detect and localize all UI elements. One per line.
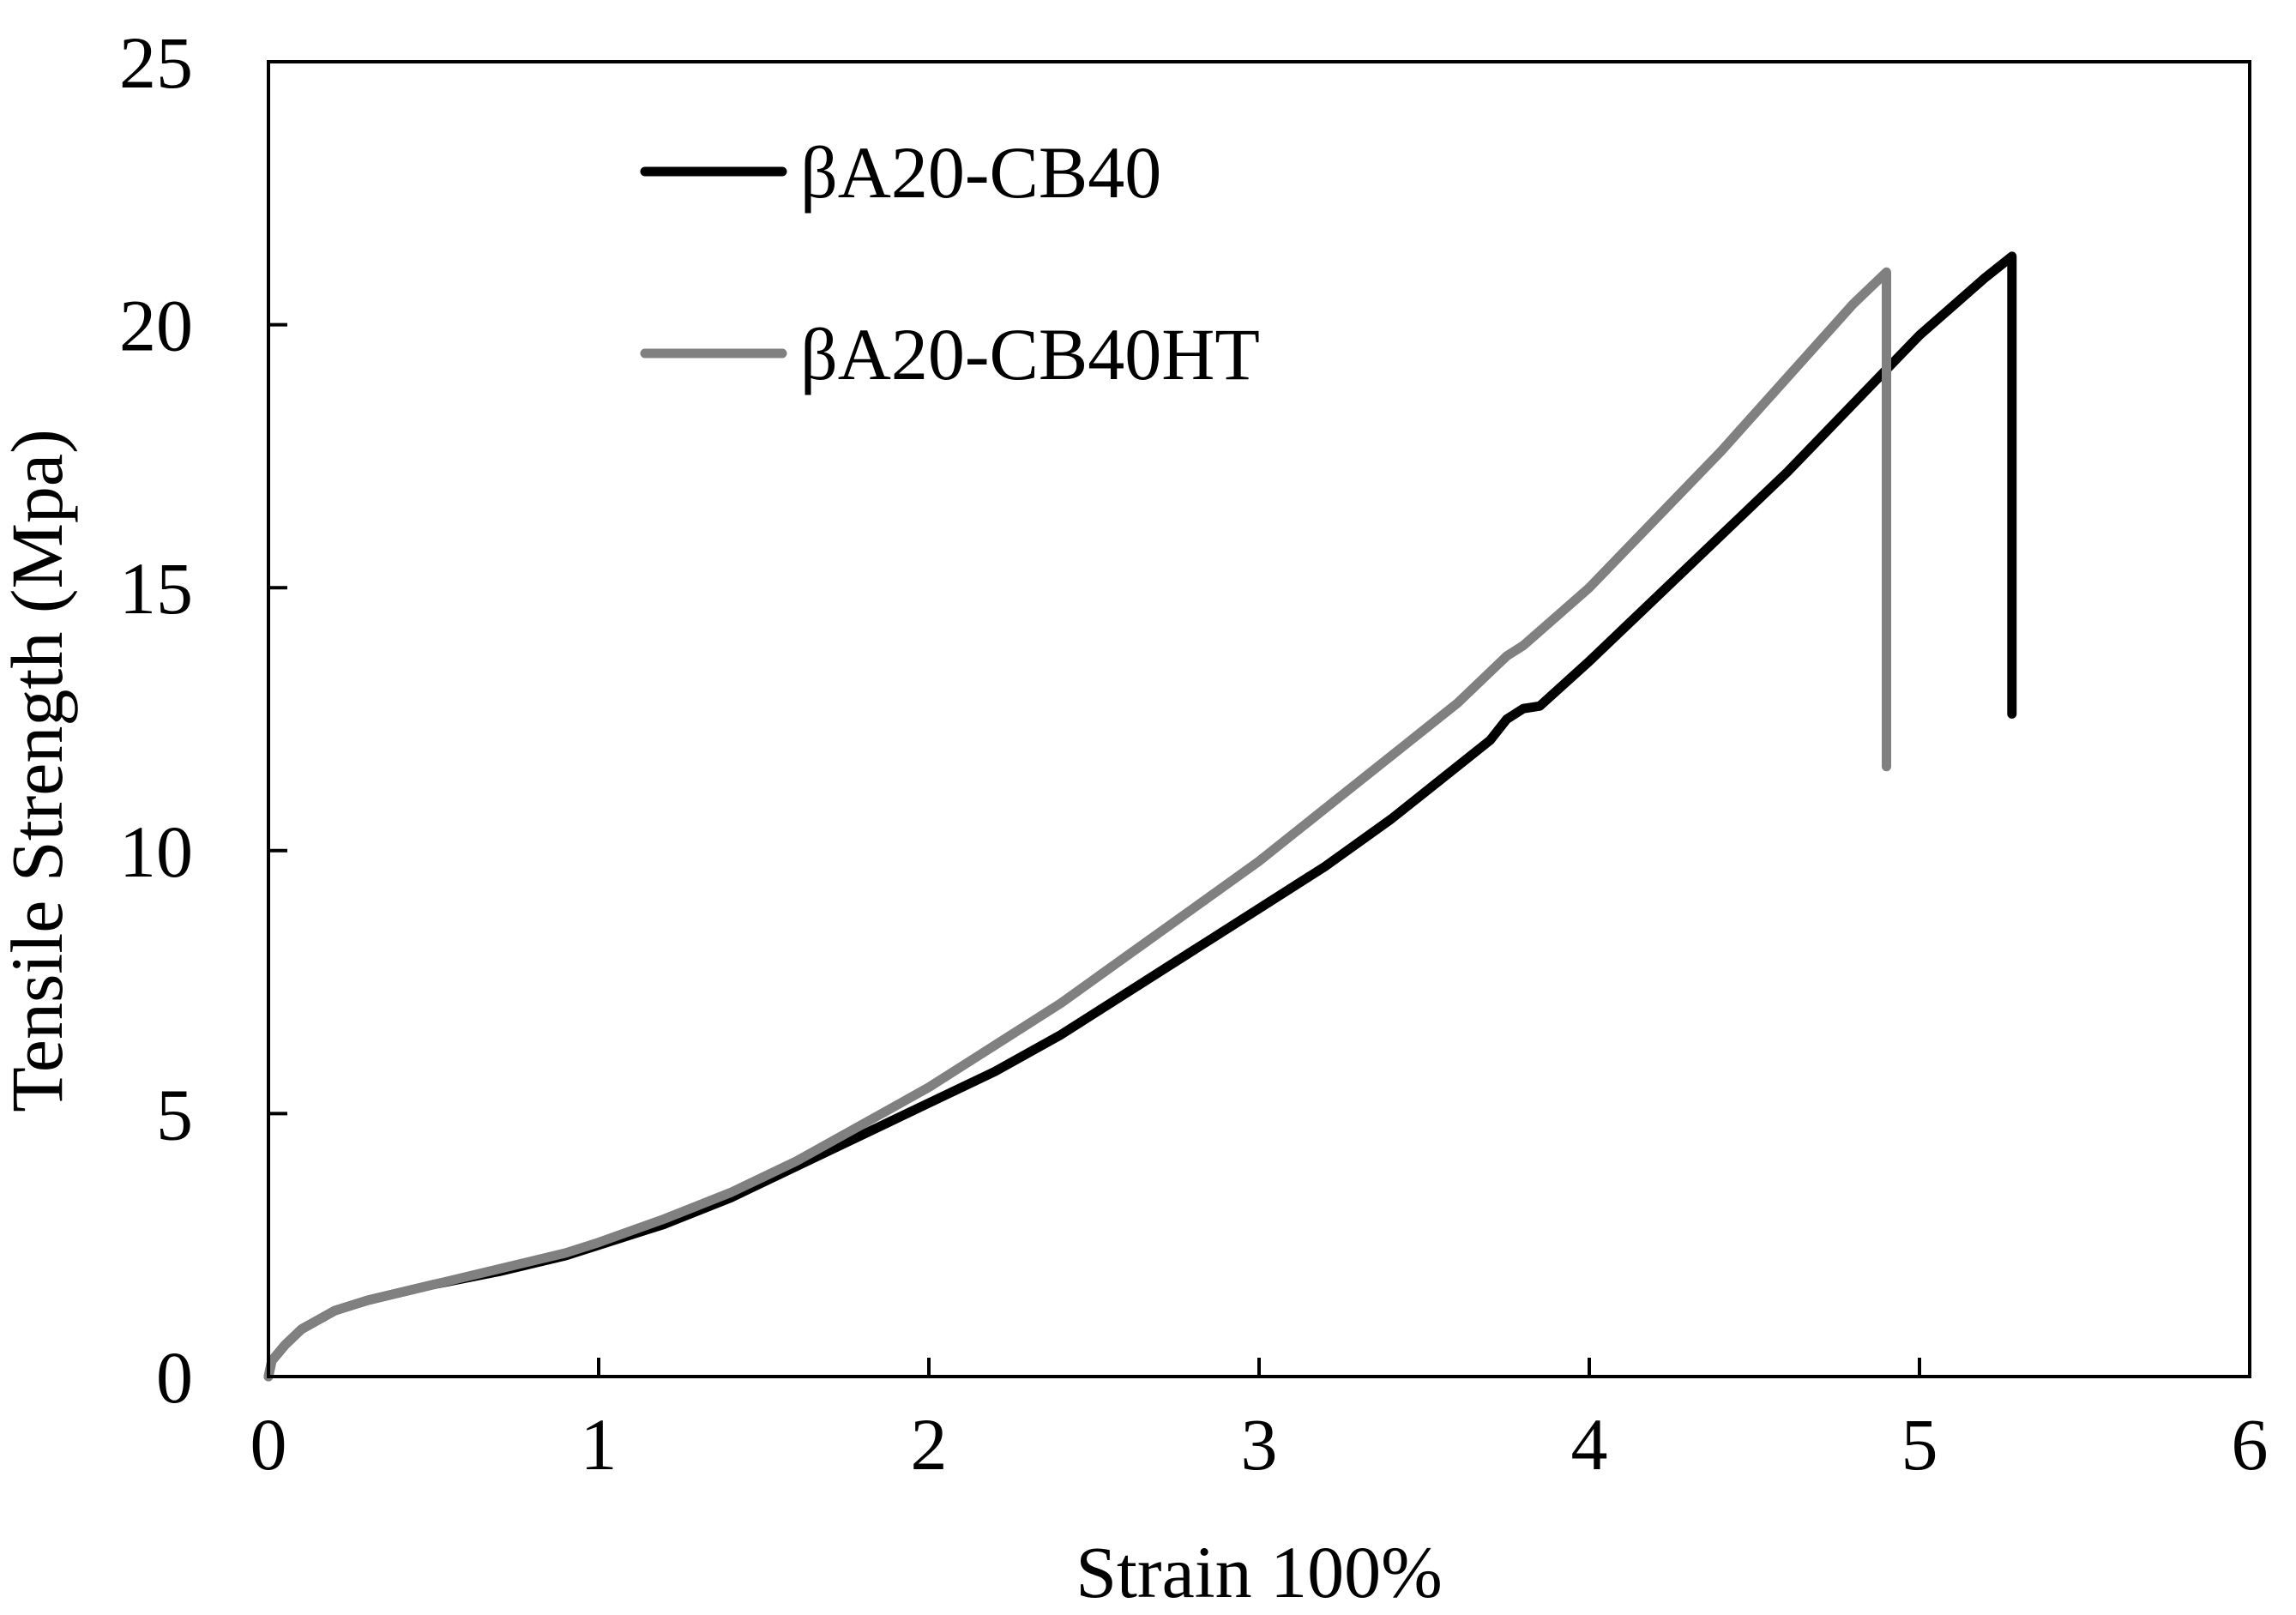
y-tick-label: 20 xyxy=(119,285,193,367)
y-tick-label: 10 xyxy=(119,811,193,893)
x-axis-tick-labels: 0 1 2 3 4 5 6 xyxy=(250,1403,2269,1485)
plot-area-border xyxy=(267,60,2251,1378)
y-tick-label: 5 xyxy=(156,1073,193,1155)
legend: βA20-CB40 βA20-CB40HT xyxy=(640,131,1260,395)
y-tick-label: 25 xyxy=(119,21,193,104)
legend-label-1: βA20-CB40 xyxy=(800,131,1161,214)
y-axis-label: Tensile Strength (Mpa) xyxy=(0,429,78,1112)
x-tick-label: 2 xyxy=(911,1403,948,1485)
series-layer xyxy=(263,251,2017,1382)
x-tick-label: 0 xyxy=(250,1403,287,1485)
x-axis-label: Strain 100% xyxy=(1076,1531,1443,1611)
series-line-2 xyxy=(263,267,1891,1382)
x-tick-label: 6 xyxy=(2232,1403,2269,1485)
x-tick-label: 1 xyxy=(581,1403,618,1485)
legend-label-2: βA20-CB40HT xyxy=(800,313,1260,395)
y-tick-label: 0 xyxy=(156,1336,193,1419)
x-tick-label: 5 xyxy=(1901,1403,1938,1485)
y-tick-label: 15 xyxy=(119,547,193,630)
x-tick-label: 3 xyxy=(1241,1403,1278,1485)
x-tick-label: 4 xyxy=(1571,1403,1608,1485)
y-axis-tick-labels: 0 5 10 15 20 25 xyxy=(119,21,193,1419)
